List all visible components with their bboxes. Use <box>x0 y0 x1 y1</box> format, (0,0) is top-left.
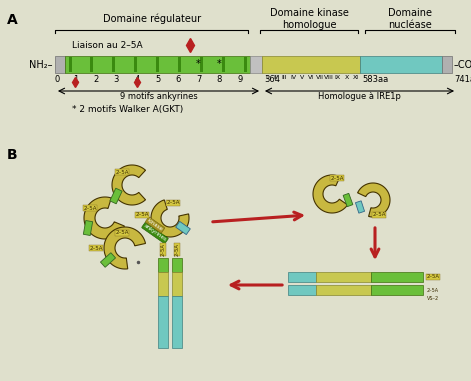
Text: 9 motifs ankyrines: 9 motifs ankyrines <box>120 92 197 101</box>
Text: 4: 4 <box>134 75 139 84</box>
Bar <box>172 296 182 348</box>
Text: 741aa: 741aa <box>454 75 471 84</box>
Bar <box>90 57 93 72</box>
Text: VII: VII <box>316 75 324 80</box>
Text: 2–5A: 2–5A <box>427 274 439 280</box>
Bar <box>156 57 159 72</box>
Text: 2–5A: 2–5A <box>330 176 344 181</box>
Bar <box>55 56 65 73</box>
Polygon shape <box>83 221 93 235</box>
Text: * 2 motifs Walker A(GKT): * 2 motifs Walker A(GKT) <box>72 105 183 114</box>
Text: Homologue à IRE1p: Homologue à IRE1p <box>318 92 401 101</box>
Text: 583aa: 583aa <box>362 75 388 84</box>
Text: –COOH: –COOH <box>454 59 471 69</box>
Polygon shape <box>343 193 353 207</box>
Text: I: I <box>266 75 268 80</box>
Bar <box>371 285 423 295</box>
Bar <box>178 57 181 72</box>
Bar <box>112 57 115 72</box>
Text: 0: 0 <box>54 75 60 84</box>
Bar <box>65 56 250 73</box>
Polygon shape <box>104 227 146 269</box>
Bar <box>442 56 452 73</box>
Bar <box>172 272 182 296</box>
Text: 2–5A: 2–5A <box>372 213 386 218</box>
Polygon shape <box>112 165 146 205</box>
Text: NH₂–: NH₂– <box>29 59 52 69</box>
Bar <box>316 285 371 295</box>
Bar <box>244 57 246 72</box>
Polygon shape <box>84 197 124 239</box>
Bar <box>288 285 316 295</box>
Bar <box>158 296 168 348</box>
Bar <box>316 272 371 282</box>
Bar <box>288 272 316 282</box>
Text: VI: VI <box>308 75 314 80</box>
Text: 2–5A: 2–5A <box>115 231 129 235</box>
Text: 2–5A: 2–5A <box>83 205 97 210</box>
Polygon shape <box>357 183 390 217</box>
Bar <box>262 56 360 73</box>
Text: 2–5A: 2–5A <box>135 213 149 218</box>
Bar <box>68 57 72 72</box>
Text: VIII: VIII <box>324 75 334 80</box>
Bar <box>158 258 168 272</box>
Text: 2–5A: 2–5A <box>174 243 179 256</box>
Bar <box>250 56 262 73</box>
Text: Domaine
nucléase: Domaine nucléase <box>388 8 432 30</box>
Polygon shape <box>313 175 348 213</box>
Bar <box>172 258 182 272</box>
Text: 7: 7 <box>196 75 201 84</box>
Polygon shape <box>110 188 122 204</box>
Text: *: * <box>196 59 201 69</box>
Text: VS–2: VS–2 <box>427 296 439 301</box>
Text: IV: IV <box>290 75 296 80</box>
Text: A: A <box>7 13 18 27</box>
Text: Domaine régulateur: Domaine régulateur <box>103 14 201 24</box>
Text: II: II <box>274 75 277 80</box>
Text: 3: 3 <box>114 75 119 84</box>
Text: X: X <box>344 75 349 80</box>
Text: IX: IX <box>335 75 341 80</box>
Text: 2–5A: 2–5A <box>166 200 180 205</box>
Polygon shape <box>176 221 190 235</box>
Text: V: V <box>300 75 304 80</box>
Text: 9: 9 <box>237 75 243 84</box>
Polygon shape <box>100 253 115 267</box>
Text: 2: 2 <box>93 75 98 84</box>
Text: XI: XI <box>352 75 358 80</box>
Bar <box>222 57 225 72</box>
Text: 2–5A: 2–5A <box>161 243 165 256</box>
Text: 6: 6 <box>175 75 181 84</box>
Text: 2–5A: 2–5A <box>427 288 439 293</box>
Text: Liaison au 2–5A: Liaison au 2–5A <box>72 40 143 50</box>
Text: kinase: kinase <box>146 218 164 232</box>
Text: 1: 1 <box>73 75 78 84</box>
Text: B: B <box>7 148 17 162</box>
Text: III: III <box>282 75 287 80</box>
Bar <box>360 56 442 73</box>
Polygon shape <box>356 201 365 213</box>
Text: 364: 364 <box>264 75 280 84</box>
Text: Domaine kinase
homologue: Domaine kinase homologue <box>269 8 349 30</box>
Bar <box>200 57 203 72</box>
Text: ankyrines: ankyrines <box>143 223 167 243</box>
Text: *: * <box>217 59 221 69</box>
Text: 2–5A: 2–5A <box>115 170 129 174</box>
Text: 8: 8 <box>217 75 222 84</box>
Bar <box>371 272 423 282</box>
Bar <box>158 272 168 296</box>
Text: 5: 5 <box>155 75 160 84</box>
Polygon shape <box>151 200 189 237</box>
Text: 2–5A: 2–5A <box>89 245 103 250</box>
Bar <box>134 57 137 72</box>
